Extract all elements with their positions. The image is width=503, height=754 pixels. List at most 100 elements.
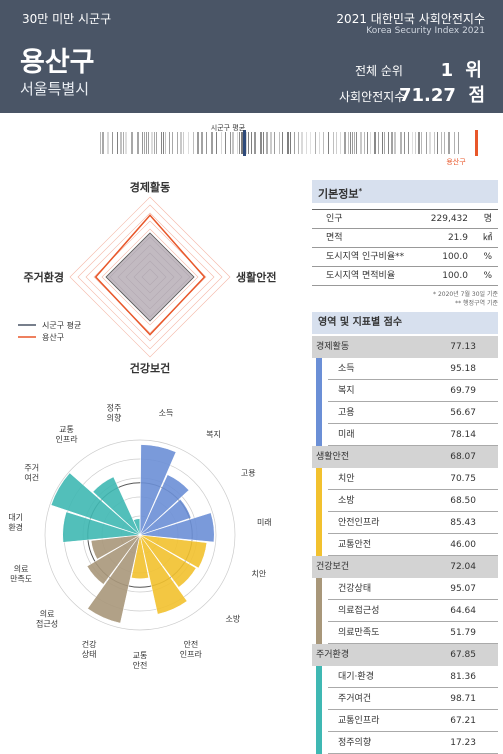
barcode-bar [254,132,256,154]
barcode-bar [142,132,143,154]
barcode-bar [388,132,389,154]
polar-label: 건강 상태 [82,639,97,659]
barcode-bar [437,132,438,154]
score-item-group: 대기·환경 81.36 주거여건 98.71 교통인프라 67.21 정주의향 17.23 [312,666,498,754]
category-name: 건강보건 [316,562,350,572]
score-category-row: 경제활동 77.13 [312,336,498,358]
barcode-bar [374,132,376,154]
polar-label: 교통 인프라 [55,425,78,444]
barcode-bar [225,132,226,154]
barcode-self-label: 용산구 [446,157,466,166]
item-score: 98.71 [450,694,476,704]
polar-bar [139,474,190,536]
score-item-row: 교통인프라 67.21 [312,710,498,732]
basic-info-title: 기본정보* [312,180,498,203]
barcode-bar [251,132,252,154]
barcode-bar [352,132,353,154]
category-color-bar [316,578,322,644]
polar-bar [139,534,208,569]
barcode-bar [429,132,431,154]
item-score: 17.23 [450,738,476,748]
item-name: 정주의향 [338,738,372,748]
barcode-bar [100,132,101,154]
barcode-bar [260,132,262,154]
score-item-row: 건강상태 95.07 [312,578,498,600]
item-name: 미래 [338,430,355,440]
barcode-bar [404,132,405,154]
barcode-bar [421,132,422,154]
barcode-bar [298,132,299,154]
polar-label: 치안 [252,569,267,579]
category-score: 77.13 [450,342,476,352]
item-name: 교통인프라 [338,716,380,726]
polar-bar [133,518,141,536]
radar-district-outline [94,214,206,336]
polar-bar [62,511,141,543]
item-name: 의료만족도 [338,628,380,638]
item-score: 81.36 [450,672,476,682]
barcode-bar [117,132,118,154]
barcode-bar [239,132,240,154]
score-item-row: 안전인프라 85.43 [312,512,498,534]
category-color-bar [316,666,322,754]
index-unit: 점 [468,85,485,106]
item-name: 복지 [338,386,355,396]
radar-average-area [105,232,195,322]
polar-label: 대기 환경 [8,513,23,532]
polar-bar [139,499,192,536]
barcode-bar [183,132,184,154]
radar-label-housing: 주거환경 [24,270,64,284]
barcode-bar [333,132,334,154]
radar-grid-ring [69,196,231,358]
score-item-row: 소득 95.18 [312,358,498,380]
category-color-bar [316,358,322,446]
item-score: 95.07 [450,584,476,594]
item-name: 의료접근성 [338,606,380,616]
barcode-bar [172,132,173,154]
polar-bar [90,534,141,560]
barcode-bar [197,132,199,154]
district-category: 30만 미만 시군구 [22,12,112,26]
radar-grid-ring [85,212,215,342]
polar-label: 고용 [241,469,256,478]
rank-value: 1 위 [440,60,485,81]
score-category-row: 생활안전 68.07 [312,446,498,468]
report-title: 2021 대한민국 사회안전지수 [336,12,485,26]
barcode-bar [336,132,337,154]
item-name: 주거여건 [338,694,372,704]
district-name: 용산구 [20,47,95,78]
polar-bar [50,472,141,536]
polar-label: 안전 인프라 [180,639,203,659]
barcode-bar [306,132,307,154]
barcode-bar [165,132,166,154]
barcode-bar [154,132,155,154]
barcode-bar [266,132,268,154]
barcode-bar [458,132,459,154]
score-item-row: 교통안전 46.00 [312,534,498,556]
item-score: 69.79 [450,386,476,396]
item-score: 68.50 [450,496,476,506]
barcode-bar [156,132,157,154]
radar-label-economy: 경제활동 [130,180,170,194]
item-name: 고용 [338,408,355,418]
barcode-bar [123,132,124,154]
barcode-bar [102,132,104,154]
score-item-row: 복지 69.79 [312,380,498,402]
item-score: 51.79 [450,628,476,638]
score-item-row: 미래 78.14 [312,424,498,446]
barcode-bar [216,132,217,154]
barcode-bar [356,132,357,154]
barcode-bar [412,132,413,154]
radar-grid-ring [77,204,223,350]
barcode-average-marker [243,130,246,156]
barcode-bar [125,132,127,154]
barcode-bar [323,132,324,154]
score-item-group: 소득 95.18 복지 69.79 고용 56.67 미래 78.14 [312,358,498,446]
info-note-date: * 2020년 7월 30일 기준 [433,291,498,298]
barcode-bar [418,132,420,154]
barcode-bar [354,132,355,154]
polar-label: 교통 안전 [133,651,148,670]
polar-label: 의료 만족도 [10,564,32,584]
barcode-bar [384,132,385,154]
score-item-row: 의료만족도 51.79 [312,622,498,644]
